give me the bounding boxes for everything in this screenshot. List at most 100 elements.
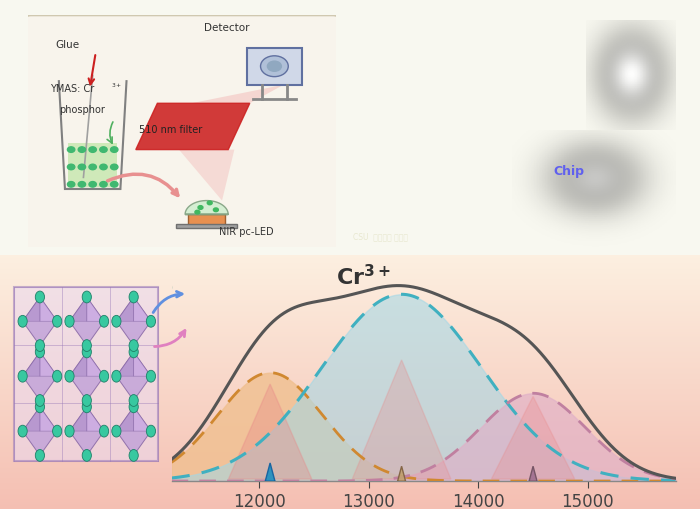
Circle shape — [35, 394, 45, 406]
Polygon shape — [22, 352, 40, 376]
Circle shape — [35, 346, 45, 358]
Circle shape — [207, 201, 212, 205]
Polygon shape — [87, 297, 104, 321]
Circle shape — [99, 316, 108, 327]
Circle shape — [65, 370, 74, 382]
Circle shape — [82, 346, 92, 358]
Text: Detector: Detector — [204, 23, 249, 34]
Text: Chip: Chip — [553, 165, 584, 178]
Polygon shape — [40, 352, 57, 376]
Polygon shape — [69, 297, 87, 321]
Polygon shape — [116, 407, 151, 456]
Polygon shape — [179, 150, 235, 201]
FancyBboxPatch shape — [25, 15, 339, 249]
Bar — [246, 48, 302, 85]
Text: NIR pc-LED: NIR pc-LED — [219, 228, 274, 237]
Circle shape — [89, 164, 97, 169]
Circle shape — [67, 182, 75, 187]
Text: phosphor: phosphor — [59, 104, 105, 115]
Polygon shape — [69, 297, 104, 346]
Circle shape — [111, 147, 118, 152]
Circle shape — [112, 425, 121, 437]
Circle shape — [35, 449, 45, 461]
Polygon shape — [398, 481, 405, 492]
Circle shape — [78, 147, 85, 152]
Circle shape — [198, 206, 203, 209]
Circle shape — [82, 340, 92, 352]
Circle shape — [67, 147, 75, 152]
Polygon shape — [265, 463, 275, 484]
Polygon shape — [529, 466, 537, 483]
Circle shape — [146, 425, 155, 437]
Polygon shape — [134, 407, 151, 431]
Circle shape — [260, 56, 288, 77]
Polygon shape — [116, 297, 134, 321]
Circle shape — [129, 401, 139, 413]
Polygon shape — [40, 407, 57, 431]
Circle shape — [35, 340, 45, 352]
Text: YMAS: Cr: YMAS: Cr — [50, 83, 94, 94]
Polygon shape — [228, 384, 312, 479]
Polygon shape — [134, 352, 151, 376]
Circle shape — [52, 425, 62, 437]
Circle shape — [146, 316, 155, 327]
Circle shape — [52, 370, 62, 382]
Circle shape — [99, 370, 108, 382]
Polygon shape — [40, 297, 57, 321]
Circle shape — [35, 291, 45, 303]
Circle shape — [52, 316, 62, 327]
Polygon shape — [185, 201, 228, 214]
Polygon shape — [22, 407, 57, 456]
Polygon shape — [87, 407, 104, 431]
Circle shape — [111, 164, 118, 169]
Circle shape — [82, 394, 92, 406]
Circle shape — [18, 316, 27, 327]
Text: 510 nm filter: 510 nm filter — [139, 125, 202, 135]
Polygon shape — [69, 352, 87, 376]
Bar — [176, 224, 237, 229]
Polygon shape — [87, 352, 104, 376]
Circle shape — [112, 316, 121, 327]
Polygon shape — [265, 481, 275, 494]
Text: $^{3+}$: $^{3+}$ — [111, 82, 122, 92]
Bar — [13, 288, 158, 461]
Circle shape — [65, 316, 74, 327]
Polygon shape — [491, 397, 575, 479]
Circle shape — [100, 182, 107, 187]
Circle shape — [35, 401, 45, 413]
Polygon shape — [116, 352, 134, 376]
Polygon shape — [69, 407, 87, 431]
Polygon shape — [116, 297, 151, 346]
Polygon shape — [116, 352, 151, 401]
Polygon shape — [352, 360, 451, 479]
Bar — [188, 214, 225, 226]
Circle shape — [195, 210, 200, 214]
Circle shape — [89, 182, 97, 187]
Polygon shape — [69, 407, 104, 456]
Polygon shape — [191, 85, 284, 103]
Polygon shape — [68, 143, 118, 187]
Polygon shape — [134, 297, 151, 321]
Polygon shape — [22, 352, 57, 401]
Circle shape — [67, 164, 75, 169]
Circle shape — [111, 182, 118, 187]
Polygon shape — [116, 407, 134, 431]
Text: CSU  中南大学 校园卡: CSU 中南大学 校园卡 — [353, 233, 408, 242]
Circle shape — [99, 425, 108, 437]
Circle shape — [129, 291, 139, 303]
Circle shape — [267, 61, 282, 72]
Circle shape — [18, 425, 27, 437]
Circle shape — [78, 164, 85, 169]
Circle shape — [82, 401, 92, 413]
Circle shape — [89, 147, 97, 152]
Circle shape — [129, 340, 139, 352]
Circle shape — [146, 370, 155, 382]
Circle shape — [82, 449, 92, 461]
Polygon shape — [69, 352, 104, 401]
Circle shape — [65, 425, 74, 437]
Circle shape — [100, 164, 107, 169]
Circle shape — [82, 291, 92, 303]
Polygon shape — [22, 407, 40, 431]
Text: $\mathbf{Cr^{3+}}$: $\mathbf{Cr^{3+}}$ — [336, 264, 391, 290]
Text: Glue: Glue — [56, 40, 80, 50]
